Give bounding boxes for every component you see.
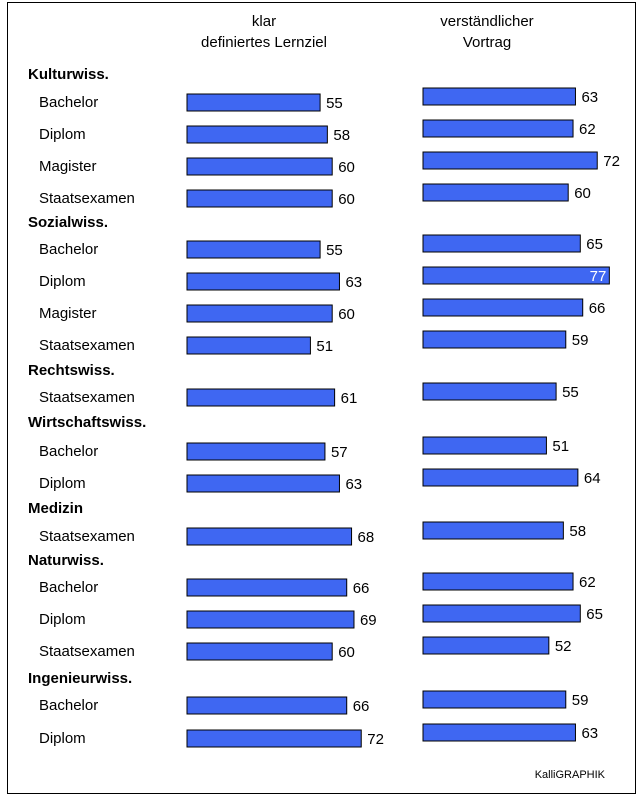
group-label: Medizin (28, 500, 83, 517)
group-label: Naturwiss. (28, 552, 104, 569)
bar (186, 442, 326, 461)
bar (186, 642, 333, 661)
bar (186, 125, 328, 144)
bar (186, 272, 340, 291)
data-label: 63 (581, 89, 598, 106)
data-label: 52 (555, 638, 572, 655)
category-label: Diplom (39, 126, 86, 143)
data-label: 62 (579, 574, 596, 591)
bar (422, 298, 584, 317)
category-label: Staatsexamen (39, 643, 135, 660)
category-label: Magister (39, 305, 97, 322)
category-label: Diplom (39, 475, 86, 492)
category-label: Diplom (39, 730, 86, 747)
series-2-header-line-2: Vortrag (463, 34, 511, 51)
bar (422, 382, 557, 401)
category-label: Staatsexamen (39, 337, 135, 354)
data-label: 57 (331, 444, 348, 461)
group-label: Rechtswiss. (28, 362, 115, 379)
data-label: 63 (581, 725, 598, 742)
credit-label: KalliGRAPHIK (535, 769, 606, 781)
bar (422, 151, 598, 170)
group-label: Kulturwiss. (28, 66, 109, 83)
category-label: Bachelor (39, 94, 98, 111)
data-label: 55 (562, 384, 579, 401)
data-label: 65 (586, 236, 603, 253)
bar (186, 578, 348, 597)
bar (422, 183, 569, 202)
bar (186, 336, 311, 355)
data-label: 51 (552, 438, 569, 455)
category-label: Bachelor (39, 443, 98, 460)
data-label: 66 (589, 300, 606, 317)
bar (186, 729, 362, 748)
data-label: 58 (569, 523, 586, 540)
bar (186, 388, 336, 407)
bar (422, 572, 574, 591)
bar (186, 240, 321, 259)
data-label: 51 (316, 338, 333, 355)
category-label: Staatsexamen (39, 528, 135, 545)
data-label: 72 (603, 153, 620, 170)
group-label: Sozialwiss. (28, 214, 108, 231)
bar (422, 87, 576, 106)
bar (422, 723, 576, 742)
bar (186, 527, 353, 546)
bar (422, 468, 579, 487)
bar (186, 696, 348, 715)
bar (422, 234, 581, 253)
data-label: 60 (338, 159, 355, 176)
data-label: 63 (345, 476, 362, 493)
bar (422, 604, 581, 623)
series-1-header-line-2: definiertes Lernziel (201, 34, 327, 51)
bar (422, 119, 574, 138)
category-label: Bachelor (39, 241, 98, 258)
bar (186, 474, 340, 493)
data-label: 72 (367, 731, 384, 748)
data-label: 63 (345, 274, 362, 291)
data-label: 65 (586, 606, 603, 623)
data-label: 68 (358, 529, 375, 546)
group-label: Wirtschaftswiss. (28, 414, 146, 431)
category-label: Bachelor (39, 579, 98, 596)
data-label: 62 (579, 121, 596, 138)
category-label: Staatsexamen (39, 190, 135, 207)
series-2-header-line-1: verständlicher (440, 13, 533, 30)
data-label: 60 (338, 306, 355, 323)
data-label: 59 (572, 692, 589, 709)
data-label: 61 (341, 390, 358, 407)
group-label: Ingenieurwiss. (28, 670, 132, 687)
data-label: 59 (572, 332, 589, 349)
series-1-header-line-1: klar (252, 13, 276, 30)
data-label: 64 (584, 470, 601, 487)
bar (422, 266, 610, 285)
category-label: Bachelor (39, 697, 98, 714)
category-label: Diplom (39, 611, 86, 628)
bar (186, 610, 355, 629)
category-label: Staatsexamen (39, 389, 135, 406)
data-label: 58 (333, 127, 350, 144)
data-label: 66 (353, 580, 370, 597)
data-label: 55 (326, 242, 343, 259)
data-label: 69 (360, 612, 377, 629)
category-label: Magister (39, 158, 97, 175)
bar (422, 521, 564, 540)
bar (422, 330, 567, 349)
bar (422, 690, 567, 709)
data-label: 60 (574, 185, 591, 202)
bar (186, 189, 333, 208)
data-label: 77 (590, 268, 607, 285)
bar (422, 436, 547, 455)
data-label: 60 (338, 644, 355, 661)
data-label: 60 (338, 191, 355, 208)
data-label: 55 (326, 95, 343, 112)
category-label: Diplom (39, 273, 86, 290)
bar (186, 304, 333, 323)
bar (186, 157, 333, 176)
bar (422, 636, 550, 655)
bar (186, 93, 321, 112)
data-label: 66 (353, 698, 370, 715)
